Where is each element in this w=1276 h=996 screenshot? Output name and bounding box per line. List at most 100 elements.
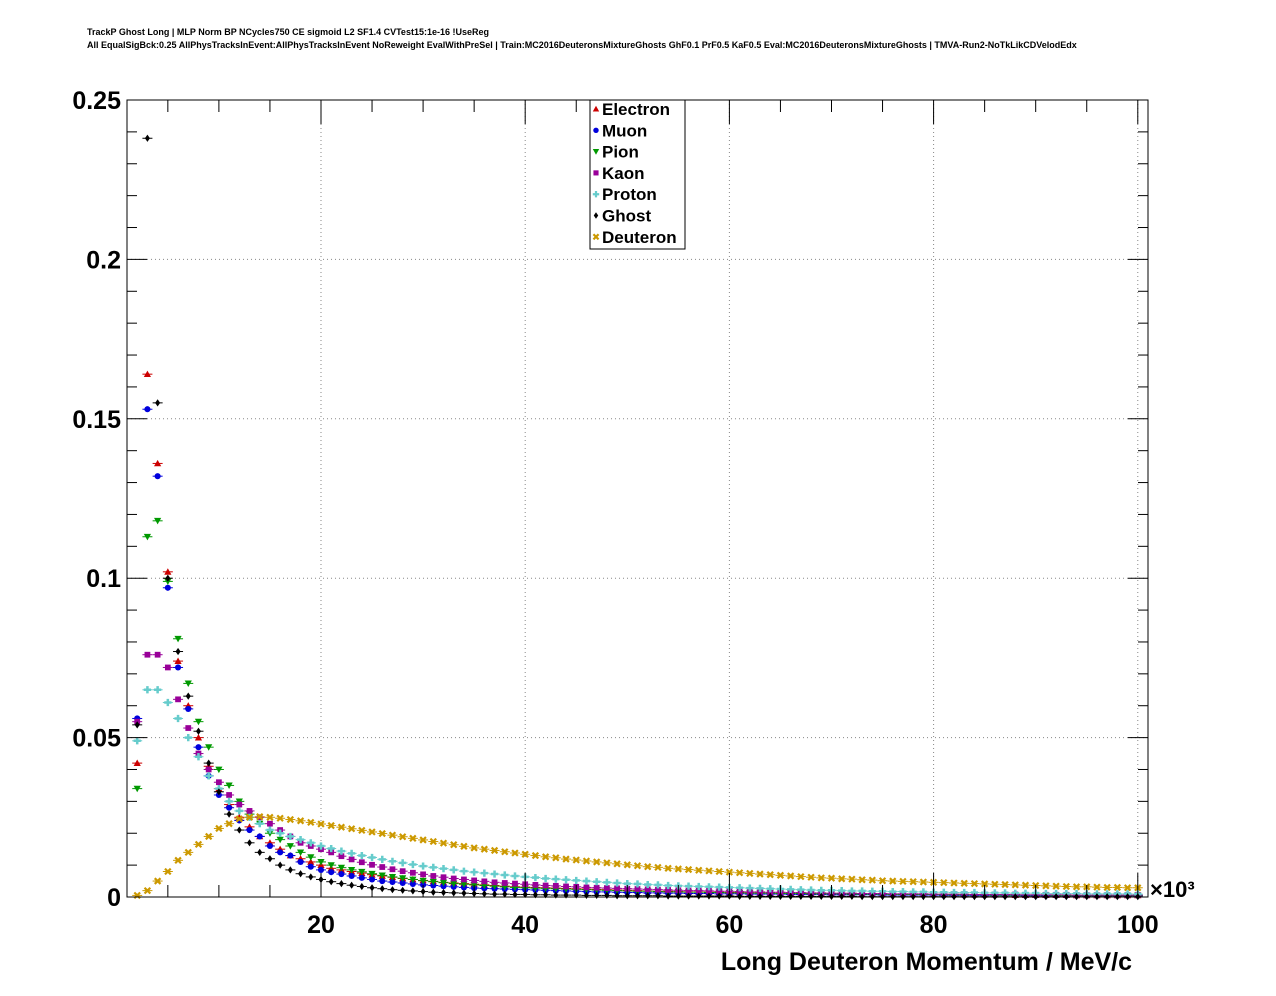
data-point	[133, 737, 141, 745]
data-point	[154, 651, 161, 658]
legend-marker	[593, 212, 599, 219]
data-point	[358, 874, 365, 881]
data-point	[470, 844, 478, 852]
data-point	[460, 867, 468, 875]
data-point	[174, 664, 182, 671]
header-line-1: TrackP Ghost Long | MLP Norm BP NCycles7…	[87, 27, 489, 37]
data-point	[266, 826, 274, 834]
x-tick-label: 20	[307, 911, 335, 939]
data-point	[184, 734, 192, 742]
data-point	[552, 875, 560, 883]
data-point	[154, 517, 162, 525]
data-point	[950, 888, 958, 897]
data-point	[409, 876, 417, 884]
data-point	[502, 890, 508, 898]
data-point	[470, 868, 478, 876]
data-point	[194, 734, 203, 741]
data-point	[378, 872, 386, 879]
data-point	[1103, 883, 1111, 892]
data-point	[287, 866, 293, 874]
data-point	[684, 882, 693, 890]
data-point	[603, 878, 611, 886]
data-point	[960, 879, 968, 887]
data-point	[582, 877, 591, 885]
data-point	[655, 892, 661, 900]
data-point	[235, 807, 243, 815]
data-point	[686, 892, 692, 900]
data-point	[644, 880, 652, 889]
x-axis-title: Long Deuteron Momentum / MeV/c	[721, 948, 1132, 976]
y-tick-label: 0.15	[72, 406, 121, 434]
data-point	[389, 878, 396, 886]
data-point	[490, 870, 499, 878]
data-point	[338, 880, 344, 888]
data-point	[654, 863, 662, 872]
data-point	[337, 864, 346, 872]
data-point	[307, 854, 315, 861]
data-point	[623, 880, 631, 888]
data-point	[940, 888, 948, 896]
data-point	[450, 880, 458, 888]
data-point	[736, 884, 744, 892]
data-point	[410, 887, 416, 895]
data-point	[512, 880, 518, 887]
data-point	[664, 864, 672, 872]
data-point	[858, 887, 866, 895]
data-point	[746, 869, 754, 878]
data-point	[572, 876, 580, 885]
legend-box	[589, 99, 686, 250]
data-point	[593, 878, 601, 886]
data-point	[501, 848, 509, 856]
data-point	[439, 879, 448, 887]
data-point	[633, 862, 642, 870]
data-point	[379, 878, 386, 885]
y-tick-label: 0.25	[72, 87, 121, 115]
data-point	[256, 833, 263, 840]
data-point	[706, 888, 712, 894]
data-point	[501, 871, 509, 879]
data-point	[664, 881, 672, 890]
data-point	[338, 870, 345, 878]
data-point	[715, 883, 723, 891]
data-point	[174, 657, 182, 664]
data-point	[164, 867, 172, 876]
data-point	[256, 813, 264, 821]
data-point	[286, 843, 294, 850]
data-point	[817, 886, 825, 894]
data-point	[899, 877, 907, 886]
data-point	[706, 892, 712, 900]
data-point	[716, 892, 722, 900]
data-point	[175, 647, 181, 656]
y-tick-label: 0	[107, 884, 121, 912]
data-point	[143, 886, 152, 895]
data-point	[839, 892, 845, 900]
data-point	[368, 870, 376, 878]
data-point	[399, 868, 406, 875]
header-line-2: All EqualSigBck:0.25 AllPhysTracksInEven…	[87, 40, 1077, 50]
data-point	[174, 856, 182, 864]
data-point	[205, 772, 213, 780]
data-point	[480, 845, 489, 853]
data-point	[236, 826, 242, 834]
data-point	[868, 887, 876, 895]
data-point	[614, 892, 620, 900]
data-point	[225, 782, 233, 790]
data-point	[419, 836, 427, 844]
data-point	[389, 886, 395, 894]
data-point	[164, 664, 171, 671]
data-point	[787, 885, 795, 893]
data-point	[481, 890, 487, 898]
data-point	[236, 801, 243, 808]
legend-marker	[592, 233, 600, 241]
data-point	[858, 876, 866, 884]
data-point	[388, 857, 397, 865]
data-point	[531, 851, 540, 860]
data-point	[348, 856, 355, 863]
data-point	[185, 725, 192, 731]
data-point	[613, 860, 621, 868]
data-point	[1093, 883, 1101, 891]
data-point	[307, 839, 315, 847]
legend-label: Pion	[602, 143, 639, 162]
data-point	[368, 828, 376, 836]
data-point	[747, 892, 753, 900]
